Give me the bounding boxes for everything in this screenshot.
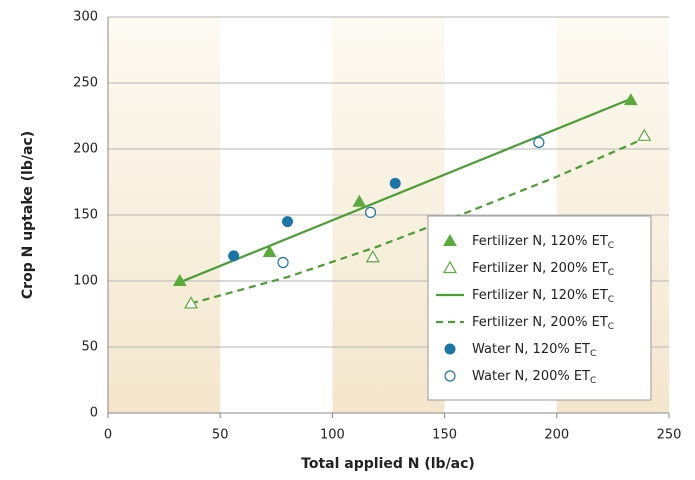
legend-label: Water N, 120% ETC — [472, 342, 596, 359]
legend-label-main: Water N, 120% ET — [472, 342, 590, 357]
legend-label: Fertilizer N, 120% ETC — [472, 234, 614, 251]
y-tick-label: 0 — [90, 406, 98, 421]
marker — [183, 296, 199, 309]
y-tick-label: 150 — [73, 208, 98, 223]
x-axis-title: Total applied N (lb/ac) — [301, 456, 475, 472]
legend-marker — [442, 260, 458, 274]
marker — [389, 177, 401, 189]
legend-label: Water N, 200% ETC — [472, 369, 596, 386]
legend-label: Fertilizer N, 120% ETC — [472, 288, 614, 305]
legend-marker — [444, 343, 456, 355]
marker — [623, 93, 638, 106]
legend-label-sub: C — [608, 295, 614, 305]
y-tick-label: 50 — [81, 340, 98, 355]
marker — [277, 256, 289, 269]
legend-label: Fertilizer N, 200% ETC — [472, 315, 614, 332]
legend-label-main: Fertilizer N, 120% ET — [472, 288, 608, 303]
legend-label-sub: C — [608, 268, 614, 278]
y-tick-label: 100 — [73, 274, 98, 289]
marker — [365, 250, 380, 263]
marker — [533, 136, 545, 148]
marker — [172, 273, 187, 286]
legend-label-main: Water N, 200% ET — [472, 369, 590, 384]
legend-label-main: Fertilizer N, 200% ET — [472, 315, 608, 330]
legend-marker — [444, 370, 456, 382]
marker — [637, 128, 652, 141]
marker — [228, 250, 240, 262]
legend-label-sub: C — [590, 349, 596, 359]
legend-label-sub: C — [608, 322, 614, 332]
x-tick-label: 0 — [104, 428, 112, 443]
legend-label-sub: C — [608, 241, 614, 251]
x-tick-label: 250 — [657, 428, 682, 443]
y-tick-label: 300 — [73, 10, 98, 25]
marker — [364, 206, 377, 218]
legend-box — [427, 215, 652, 401]
x-tick-label: 50 — [212, 428, 229, 443]
legend-label-main: Fertilizer N, 200% ET — [472, 261, 608, 276]
x-tick-label: 150 — [432, 428, 457, 443]
legend-label-sub: C — [590, 376, 596, 386]
y-tick-label: 250 — [73, 76, 98, 91]
trend-line — [190, 137, 645, 305]
x-tick-label: 200 — [544, 428, 569, 443]
marker — [282, 216, 294, 228]
legend-marker — [443, 233, 457, 246]
legend-label: Fertilizer N, 200% ETC — [472, 261, 614, 278]
y-axis-title: Crop N uptake (lb/ac) — [20, 131, 36, 299]
marker — [352, 194, 367, 207]
x-tick-label: 100 — [320, 428, 345, 443]
y-tick-label: 200 — [73, 142, 98, 157]
marker — [262, 244, 277, 257]
trend-line — [179, 97, 632, 284]
legend-label-main: Fertilizer N, 120% ET — [472, 234, 608, 249]
